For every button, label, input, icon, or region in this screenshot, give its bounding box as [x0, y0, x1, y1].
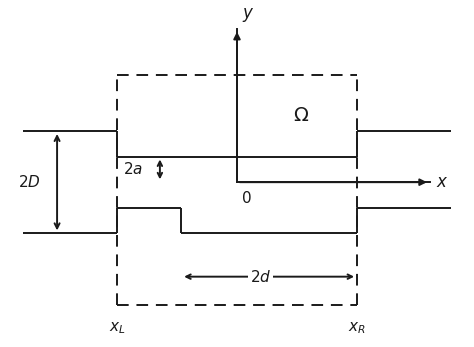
Text: $2D$: $2D$: [18, 174, 41, 190]
Text: $0$: $0$: [241, 190, 252, 206]
Text: $x_R$: $x_R$: [348, 320, 366, 336]
Text: $y$: $y$: [242, 6, 255, 24]
Text: $x$: $x$: [436, 173, 448, 191]
Text: $2d$: $2d$: [250, 269, 271, 285]
Text: $\Omega$: $\Omega$: [293, 106, 310, 125]
Text: $2a$: $2a$: [123, 161, 143, 177]
Text: $x_L$: $x_L$: [109, 320, 126, 336]
